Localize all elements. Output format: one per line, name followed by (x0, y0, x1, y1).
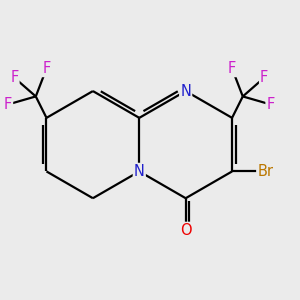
Text: F: F (260, 70, 268, 85)
Text: N: N (134, 164, 145, 179)
Text: F: F (42, 61, 51, 76)
Text: F: F (10, 70, 19, 85)
Text: F: F (4, 97, 12, 112)
Text: Br: Br (257, 164, 273, 179)
Text: O: O (180, 223, 191, 238)
Text: N: N (180, 84, 191, 99)
Text: F: F (266, 97, 275, 112)
Text: F: F (228, 61, 236, 76)
